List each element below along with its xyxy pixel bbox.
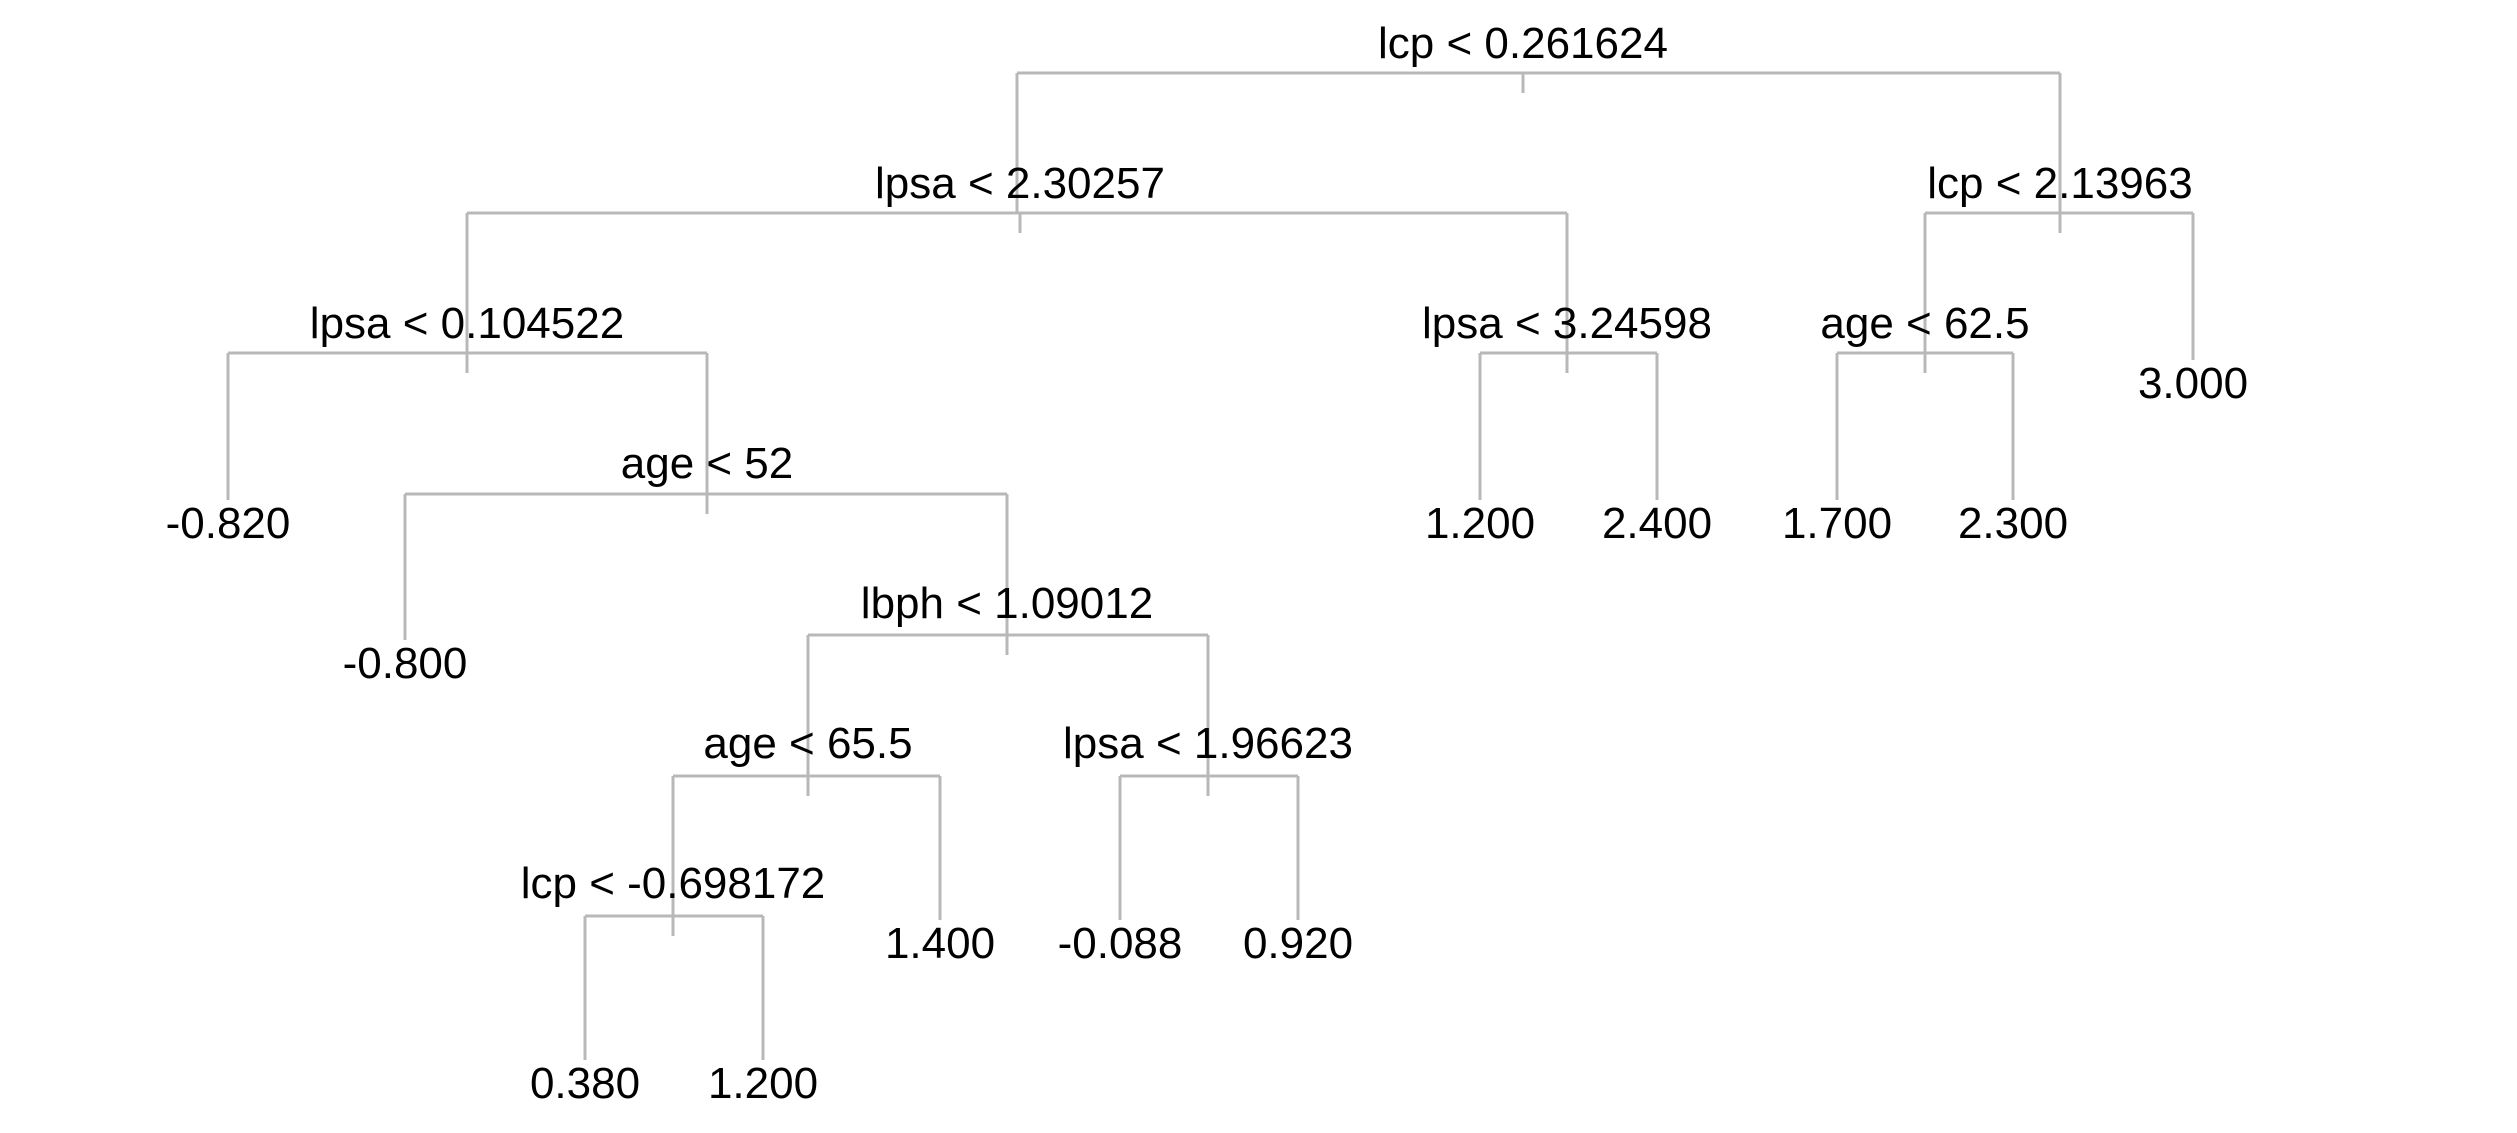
leaf-value: 1.400: [885, 919, 995, 968]
split-condition: lcp < 0.261624: [1378, 19, 1668, 68]
leaf-value: 0.920: [1243, 919, 1353, 968]
split-condition: age < 65.5: [703, 719, 912, 768]
leaf-value: -0.800: [343, 639, 468, 688]
split-condition: lpsa < 1.96623: [1063, 719, 1353, 768]
leaf-value: -0.820: [166, 499, 291, 548]
tree-labels: lcp < 0.261624 lpsa < 2.30257 lcp < 2.1396…: [166, 19, 2248, 1108]
leaf-value: 1.700: [1782, 499, 1892, 548]
leaf-value: 2.300: [1958, 499, 2068, 548]
split-condition: lpsa < 2.30257: [875, 159, 1165, 208]
split-condition: age < 62.5: [1820, 299, 2029, 348]
leaf-value: 0.380: [530, 1059, 640, 1108]
split-condition: lcp < 2.13963: [1927, 159, 2192, 208]
leaf-value: 1.200: [1425, 499, 1535, 548]
leaf-value: 1.200: [708, 1059, 818, 1108]
split-condition: age < 52: [621, 439, 794, 488]
tree-edges: [226, 71, 2195, 1060]
split-condition: lbph < 1.09012: [861, 579, 1153, 628]
split-condition: lpsa < 0.104522: [310, 299, 624, 348]
leaf-value: -0.088: [1058, 919, 1183, 968]
leaf-value: 2.400: [1602, 499, 1712, 548]
split-condition: lpsa < 3.24598: [1422, 299, 1712, 348]
split-condition: lcp < -0.698172: [521, 859, 826, 908]
leaf-value: 3.000: [2138, 359, 2248, 408]
